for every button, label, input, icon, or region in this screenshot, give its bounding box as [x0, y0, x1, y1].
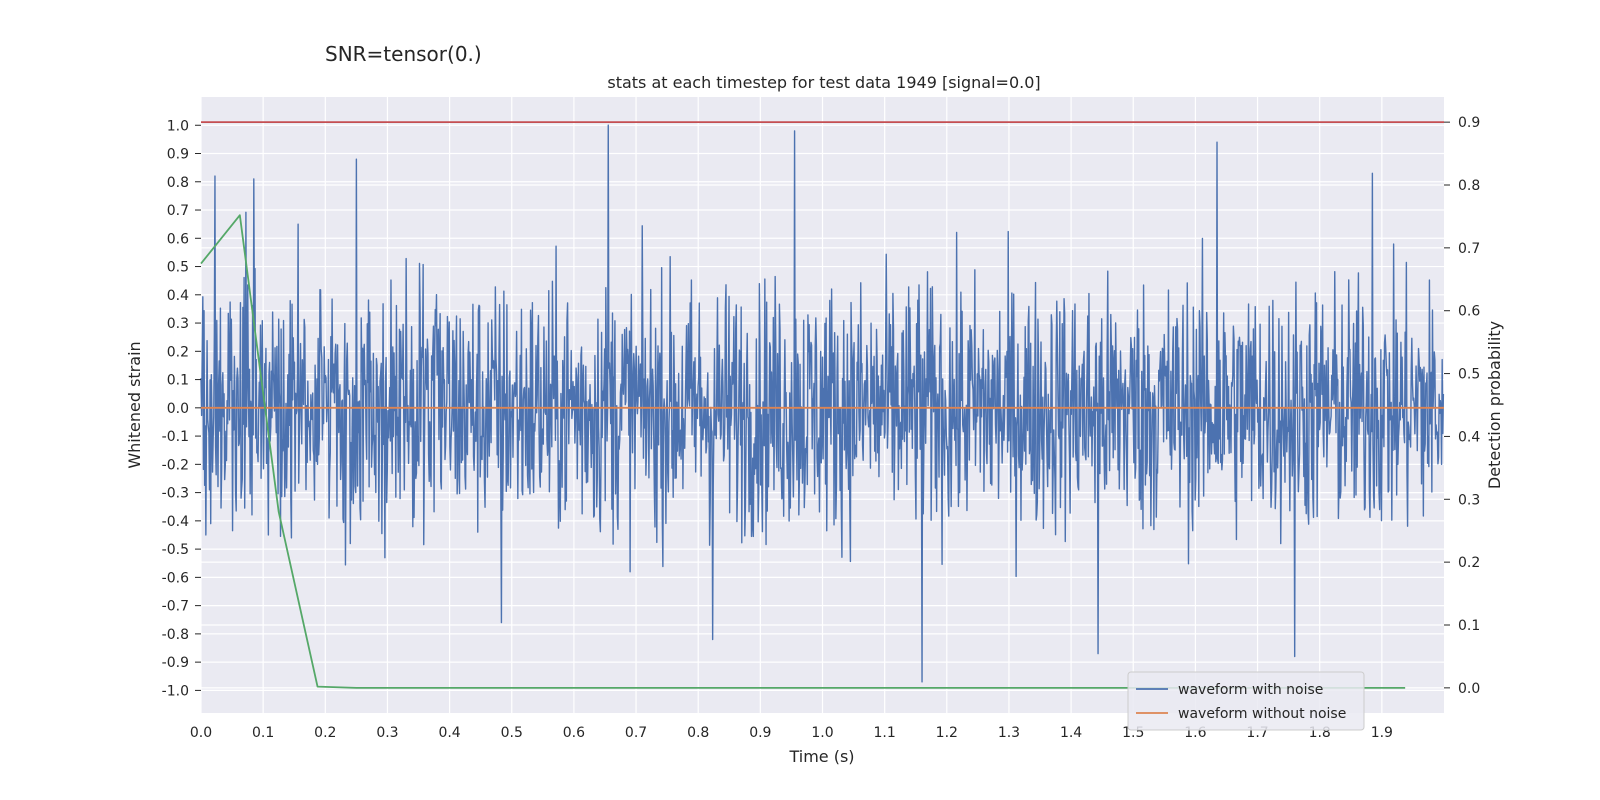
y-tick-label: -0.3	[162, 486, 189, 502]
chart-title: stats at each timestep for test data 194…	[607, 73, 1040, 92]
y-tick-label: -0.4	[162, 514, 189, 530]
x-tick-label: 0.6	[563, 725, 585, 741]
y-axis-label: Whitened strain	[125, 341, 144, 468]
figure-suptitle: SNR=tensor(0.)	[325, 42, 482, 66]
y-right-tick-label: 0.9	[1458, 115, 1480, 131]
x-tick-label: 1.3	[998, 725, 1020, 741]
y-tick-label: 0.6	[167, 231, 189, 247]
y-tick-label: 0.1	[167, 373, 189, 389]
y-tick-label: -0.9	[162, 655, 189, 671]
y-tick-label: 0.2	[167, 344, 189, 360]
legend-label: waveform with noise	[1178, 682, 1323, 698]
series-line-waveform-with-noise	[200, 124, 1445, 683]
y-tick-label: -0.1	[162, 429, 189, 445]
x-tick-label: 0.3	[376, 725, 398, 741]
y-right-tick-label: 0.4	[1458, 429, 1480, 445]
x-tick-label: 1.9	[1371, 725, 1393, 741]
x-tick-label: 1.4	[1060, 725, 1082, 741]
x-tick-label: 0.7	[625, 725, 647, 741]
y-tick-label: 0.9	[167, 147, 189, 163]
y-right-tick-label: 0.6	[1458, 304, 1480, 320]
x-tick-label: 0.9	[749, 725, 771, 741]
legend-box	[1127, 671, 1365, 731]
x-tick-label: 0.0	[190, 725, 212, 741]
y-tick-label: 0.5	[167, 260, 189, 276]
y-tick-label: 0.4	[167, 288, 189, 304]
legend-label: waveform without noise	[1178, 706, 1346, 722]
x-tick-label: 0.2	[314, 725, 336, 741]
y-right-tick-label: 0.3	[1458, 492, 1480, 508]
x-tick-label: 0.5	[501, 725, 523, 741]
series-line-unnamed-2	[200, 214, 1406, 689]
y-tick-label: -0.7	[162, 599, 189, 615]
x-tick-label: 1.0	[811, 725, 833, 741]
y-tick-label: -0.6	[162, 570, 189, 586]
x-axis-label: Time (s)	[788, 747, 854, 766]
y-tick-label: 0.0	[167, 401, 189, 417]
y-tick-label: 0.7	[167, 203, 189, 219]
x-tick-label: 0.4	[438, 725, 460, 741]
x-tick-label: 0.8	[687, 725, 709, 741]
x-tick-label: 0.1	[252, 725, 274, 741]
y-right-tick-label: 0.1	[1458, 618, 1480, 634]
y-axis-right-label: Detection probability	[1485, 321, 1504, 489]
y-tick-label: -0.2	[162, 457, 189, 473]
y-right-tick-label: 0.5	[1458, 367, 1480, 383]
y-tick-label: 1.0	[167, 118, 189, 134]
y-right-tick-label: 0.8	[1458, 178, 1480, 194]
y-tick-label: -0.8	[162, 627, 189, 643]
y-tick-label: 0.3	[167, 316, 189, 332]
y-right-tick-label: 0.0	[1458, 681, 1480, 697]
y-tick-label: -0.5	[162, 542, 189, 558]
y-right-tick-label: 0.2	[1458, 555, 1480, 571]
y-tick-label: -1.0	[162, 683, 189, 699]
x-tick-label: 1.1	[874, 725, 896, 741]
y-right-tick-label: 0.7	[1458, 241, 1480, 257]
y-tick-label: 0.8	[167, 175, 189, 191]
x-tick-label: 1.2	[936, 725, 958, 741]
